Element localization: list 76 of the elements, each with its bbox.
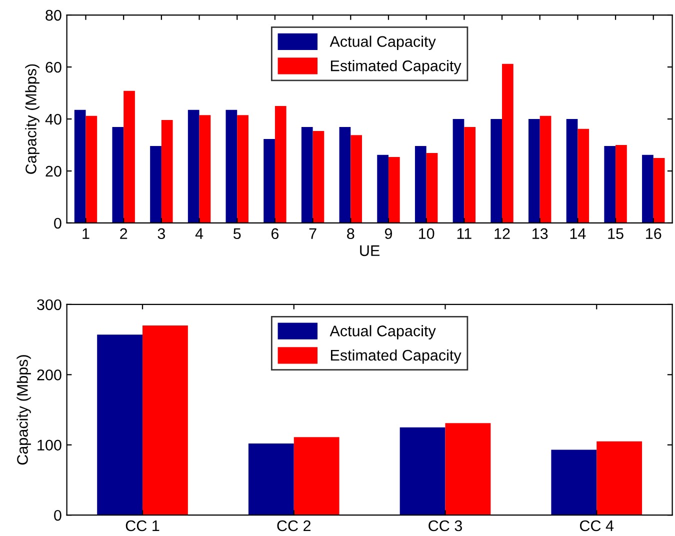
bar — [452, 118, 464, 223]
bar — [445, 423, 491, 516]
legend-label: Actual Capacity — [330, 325, 436, 340]
y-axis-title: Capacity (Mbps) — [16, 355, 31, 465]
x-tick-label: 3 — [158, 228, 166, 240]
bar — [377, 154, 388, 223]
y-tick-label: 80 — [46, 10, 62, 21]
y-tick-label: 20 — [46, 166, 62, 177]
x-tick-label: 6 — [271, 228, 279, 240]
bar — [312, 130, 324, 223]
y-tick-label: 40 — [45, 114, 62, 125]
bar — [616, 144, 627, 223]
y-tick-label: 0 — [54, 218, 62, 229]
bar — [596, 441, 642, 516]
bar — [86, 116, 98, 223]
y-tick-label: 60 — [46, 62, 62, 73]
y-tick-label: 100 — [38, 440, 62, 451]
legend-label: Actual Capacity — [330, 36, 436, 50]
x-tick-label: 5 — [233, 228, 241, 240]
x-tick-label: 12 — [494, 228, 510, 239]
y-axis-title: Capacity (Mbps) — [25, 64, 40, 174]
bar — [551, 450, 597, 516]
bar — [294, 437, 340, 516]
bar — [642, 154, 654, 223]
bar — [124, 90, 135, 223]
y-tick-label: 0 — [54, 510, 62, 521]
bar — [199, 115, 211, 223]
x-tick-label: 7 — [309, 228, 316, 239]
bar — [578, 128, 590, 223]
bar — [490, 118, 502, 223]
x-tick-label: CC 3 — [428, 520, 462, 532]
bar — [528, 118, 540, 223]
bar — [400, 427, 446, 516]
bar — [388, 156, 400, 223]
x-tick-label: 4 — [195, 228, 204, 239]
bar — [112, 127, 124, 223]
x-tick-label: 8 — [347, 228, 354, 240]
bar — [502, 64, 514, 223]
x-tick-label: CC 4 — [580, 520, 614, 532]
x-tick-label: 2 — [120, 228, 128, 239]
bar — [339, 127, 351, 223]
bar — [464, 127, 476, 223]
bar — [226, 110, 238, 223]
x-axis-title: UE — [360, 245, 380, 256]
bar — [274, 106, 286, 223]
bar — [264, 139, 275, 223]
x-tick-label: 16 — [646, 228, 662, 240]
x-tick-label: 13 — [532, 228, 548, 240]
x-tick-label: CC 1 — [126, 520, 160, 532]
y-tick-label: 300 — [37, 299, 62, 310]
legend-label: Estimated Capacity — [330, 60, 462, 74]
x-tick-label: 15 — [608, 228, 624, 240]
bar — [97, 334, 143, 516]
bar — [142, 326, 188, 516]
x-tick-label: 9 — [384, 228, 392, 240]
y-tick-label: 200 — [37, 370, 62, 380]
x-tick-label: 11 — [457, 228, 472, 239]
x-tick-label: CC 2 — [277, 520, 311, 532]
bar — [188, 110, 200, 223]
bar — [566, 118, 578, 223]
bar — [604, 146, 616, 223]
bar — [74, 110, 86, 223]
bar — [161, 120, 173, 223]
bar — [237, 115, 248, 223]
bar — [301, 127, 313, 223]
x-tick-label: 10 — [418, 228, 434, 240]
x-tick-label: 14 — [570, 228, 586, 239]
bar — [150, 146, 162, 223]
bar — [350, 135, 362, 223]
bar — [248, 443, 294, 516]
legend-label: Estimated Capacity — [330, 349, 462, 364]
bar — [540, 116, 552, 223]
bar — [653, 158, 665, 223]
bar — [414, 146, 426, 223]
bar — [426, 153, 438, 223]
x-tick-label: 1 — [82, 228, 90, 239]
